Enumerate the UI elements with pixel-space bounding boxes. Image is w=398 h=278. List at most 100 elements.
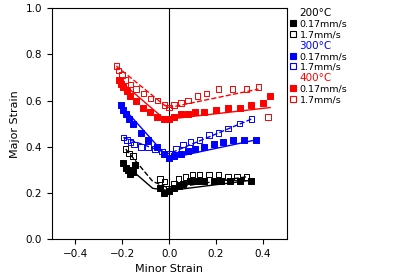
Point (130, 170, 136, 174)
Point (234, 175, 240, 179)
Point (215, 172, 222, 177)
X-axis label: Minor Strain: Minor Strain (135, 264, 203, 274)
Point (145, 138, 151, 142)
Point (161, 117, 168, 121)
Legend: 200°C, 0.17mm/s, 1.7mm/s, 300°C, 0.17mm/s, 1.7mm/s, 400°C, 0.17mm/s, 1.7mm/s: 200°C, 0.17mm/s, 1.7mm/s, 300°C, 0.17mm/… (289, 8, 347, 104)
Point (236, 121, 243, 126)
Point (145, 145, 151, 149)
Point (166, 156, 172, 161)
Point (178, 101, 184, 105)
Point (180, 142, 186, 147)
Point (187, 140, 193, 144)
Point (118, 82, 124, 87)
Point (166, 188, 172, 193)
Point (140, 91, 146, 96)
Point (113, 64, 119, 68)
Point (120, 135, 127, 140)
Point (166, 186, 172, 190)
Point (159, 149, 165, 154)
Point (194, 179, 201, 184)
Point (211, 179, 217, 184)
Point (127, 94, 134, 98)
Point (260, 101, 266, 105)
Point (161, 179, 168, 184)
Point (255, 85, 261, 89)
Point (229, 87, 236, 91)
Point (133, 87, 139, 91)
Point (123, 147, 129, 151)
Point (123, 78, 129, 82)
Point (124, 89, 130, 94)
Point (130, 121, 136, 126)
Point (118, 103, 124, 108)
Point (267, 94, 273, 98)
Point (236, 105, 243, 110)
Point (201, 179, 208, 184)
Point (224, 175, 231, 179)
Point (178, 112, 184, 117)
Point (244, 175, 250, 179)
Point (248, 117, 255, 121)
Point (194, 94, 201, 98)
Point (171, 103, 177, 108)
Point (161, 191, 168, 195)
Point (185, 112, 191, 117)
Point (166, 105, 172, 110)
Point (215, 131, 222, 135)
Point (229, 138, 236, 142)
Point (213, 108, 219, 112)
Point (115, 78, 122, 82)
Point (220, 140, 226, 144)
Point (241, 138, 248, 142)
Point (120, 108, 127, 112)
Point (187, 179, 193, 184)
Point (156, 186, 163, 190)
Point (138, 131, 144, 135)
Point (120, 85, 127, 89)
Point (206, 133, 212, 138)
Point (132, 163, 138, 167)
Point (185, 149, 191, 154)
Point (197, 172, 203, 177)
Point (244, 87, 250, 91)
Point (154, 115, 160, 119)
Point (197, 138, 203, 142)
Point (192, 110, 198, 115)
Point (138, 145, 144, 149)
Point (166, 117, 172, 121)
Point (248, 103, 255, 108)
Point (147, 110, 154, 115)
Point (176, 184, 182, 188)
Point (211, 142, 217, 147)
Point (176, 177, 182, 181)
Point (120, 161, 127, 165)
Point (127, 172, 134, 177)
Point (131, 142, 137, 147)
Point (123, 112, 129, 117)
Point (189, 172, 196, 177)
Point (133, 98, 139, 103)
Point (171, 186, 177, 190)
Point (125, 168, 131, 172)
Point (154, 98, 160, 103)
Point (265, 115, 271, 119)
Point (224, 105, 231, 110)
Point (227, 179, 233, 184)
Point (203, 91, 210, 96)
Point (201, 110, 208, 115)
Point (248, 179, 255, 184)
Point (161, 152, 168, 156)
Point (123, 165, 129, 170)
Point (119, 73, 125, 78)
Point (201, 145, 208, 149)
Point (171, 182, 177, 186)
Y-axis label: Major Strain: Major Strain (10, 90, 20, 158)
Point (156, 177, 163, 181)
Point (130, 154, 136, 158)
Point (173, 147, 179, 151)
Point (236, 179, 243, 184)
Point (126, 117, 133, 121)
Point (253, 138, 259, 142)
Point (127, 140, 134, 144)
Point (185, 98, 191, 103)
